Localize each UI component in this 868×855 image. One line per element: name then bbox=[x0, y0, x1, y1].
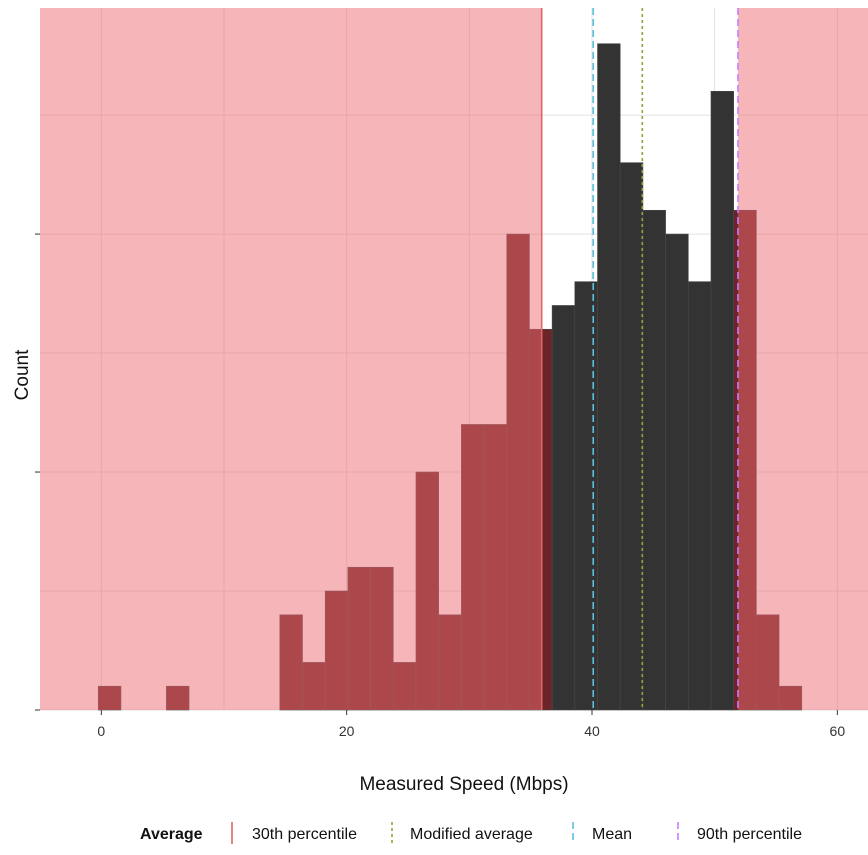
histogram-bar bbox=[551, 305, 576, 711]
x-tick-label: 0 bbox=[97, 723, 105, 739]
histogram-bar bbox=[687, 281, 712, 711]
histogram-bar bbox=[665, 233, 689, 711]
legend-label: Mean bbox=[592, 826, 632, 843]
excluded-region bbox=[40, 8, 542, 710]
legend-label: 30th percentile bbox=[252, 826, 357, 843]
histogram-bar bbox=[597, 43, 621, 711]
excluded-region bbox=[737, 8, 868, 710]
x-axis: 0 20 40 60 bbox=[97, 710, 845, 739]
legend-title: Average bbox=[140, 826, 203, 843]
legend-label: Modified average bbox=[410, 826, 533, 843]
histogram-bar bbox=[642, 209, 666, 711]
y-axis-title: Count bbox=[12, 349, 33, 400]
y-axis bbox=[35, 233, 40, 711]
legend-label: 90th percentile bbox=[697, 826, 802, 843]
plot-panel bbox=[40, 8, 868, 711]
legend: Average 30th percentile Modified average Me… bbox=[140, 822, 802, 844]
x-tick-label: 40 bbox=[584, 723, 600, 739]
histogram-bar bbox=[574, 281, 598, 711]
x-tick-label: 60 bbox=[830, 723, 846, 739]
x-axis-title: Measured Speed (Mbps) bbox=[359, 774, 568, 795]
histogram-bar bbox=[619, 162, 644, 711]
histogram-bar bbox=[710, 90, 734, 711]
x-tick-label: 20 bbox=[339, 723, 355, 739]
